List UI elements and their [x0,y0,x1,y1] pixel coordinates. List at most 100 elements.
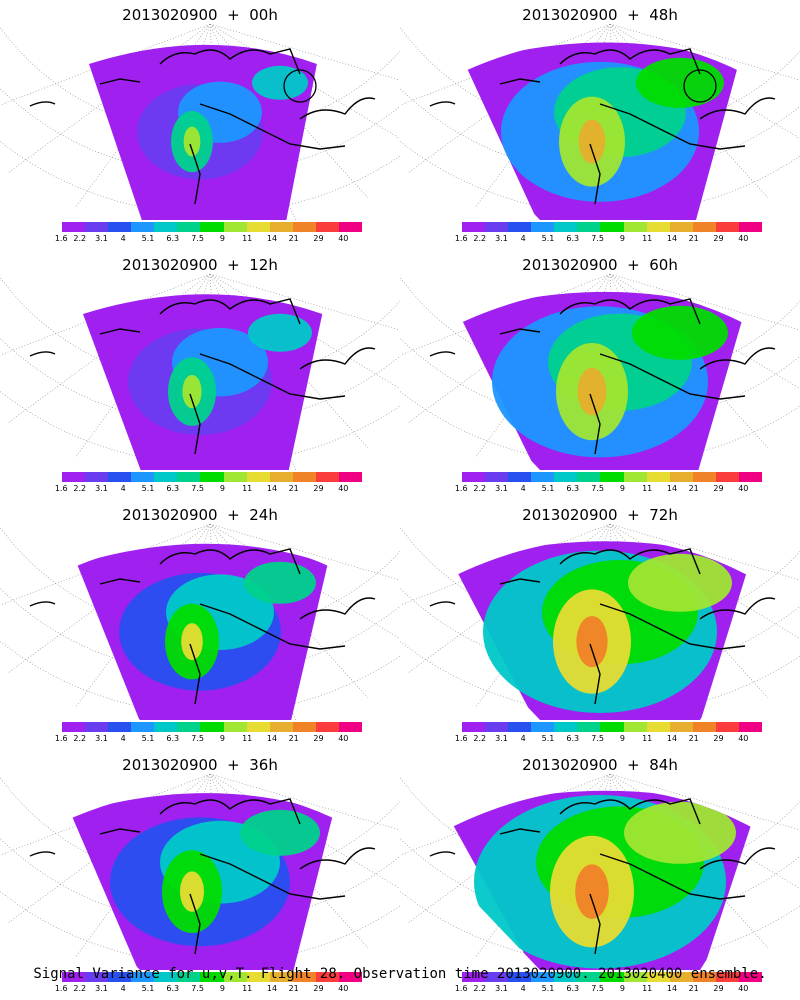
colorbar-label: 2.2 [73,484,87,493]
colorbar-label: 3.1 [95,734,108,743]
colorbar-swatch [85,222,109,232]
panel-title: 2013020900 + 60h [522,256,678,274]
colorbar-swatch [462,472,486,482]
colorbar-swatch [338,722,363,732]
colorbar-label: 7.5 [591,484,604,493]
colorbar [62,472,363,482]
colorbar-swatch [338,472,363,482]
colorbar-swatch [62,222,86,232]
colorbar-swatch [200,222,224,232]
colorbar-swatch [623,472,647,482]
colorbar-label: 3.1 [95,484,108,493]
colorbar-swatch [62,722,86,732]
colorbar-label: 1.6 [54,234,68,243]
colorbar-label: 11 [242,984,253,993]
colorbar-swatch [131,472,155,482]
colorbar-label: 4 [120,734,126,743]
colorbar-swatch [462,972,486,982]
figure-caption: Signal Variance for u,v,T. Flight 28. Ob… [33,966,767,982]
colorbar-label: 5.1 [141,734,155,743]
colorbar-swatch [85,972,109,982]
colorbar-label: 29 [713,484,724,493]
variance-field [89,44,317,220]
colorbar-swatch [531,972,555,982]
colorbar-label: 6.3 [566,734,580,743]
variance-field [447,790,755,970]
colorbar-swatch [62,472,86,482]
colorbar-label: 9 [619,484,625,493]
colorbar-label: 29 [713,734,724,743]
colorbar-label: 9 [219,484,225,493]
colorbar-swatch [315,222,339,232]
colorbar-labels: 1.6 2.2 3.1 4 5.1 6.3 7.5 9 11 14 21 29 40 [455,734,765,746]
colorbar-label: 7.5 [191,984,204,993]
colorbar-swatch [85,472,109,482]
colorbar-swatch [108,222,132,232]
colorbar-label: 14 [666,234,678,243]
colorbar-labels: 1.6 2.2 3.1 4 5.1 6.3 7.5 9 11 14 21 29 40 [55,734,365,746]
colorbar-swatch [600,222,624,232]
panel-title: 2013020900 + 84h [522,756,678,774]
colorbar-label: 6.3 [166,734,180,743]
colorbar-label: 11 [642,234,653,243]
colorbar-swatch [577,972,601,982]
colorbar-swatch [292,972,316,982]
colorbar [62,972,363,982]
colorbar-swatch [462,722,486,732]
polar-map [0,24,400,220]
colorbar-swatch [715,222,739,232]
colorbar-swatch [246,222,270,232]
colorbar-swatch [715,722,739,732]
colorbar-swatch [646,972,670,982]
colorbar-label: 21 [288,234,299,243]
colorbar-label: 40 [338,984,349,993]
colorbar-swatch [85,722,109,732]
colorbar-label: 21 [288,734,299,743]
colorbar [62,722,363,732]
colorbar-label: 1.6 [54,484,68,493]
colorbar-label: 7.5 [591,984,604,993]
colorbar-swatch [246,722,270,732]
colorbar-label: 40 [738,984,749,993]
colorbar-swatch [223,722,247,732]
colorbar-label: 7.5 [191,484,204,493]
colorbar-swatch [646,472,670,482]
colorbar-swatch [177,972,201,982]
colorbar-label: 11 [642,984,653,993]
colorbar-labels: 1.6 2.2 3.1 4 5.1 6.3 7.5 9 11 14 21 29 40 [55,984,365,996]
map-panel: 2013020900 + 60h 1.6 2.2 3.1 4 5.1 6.3 7.5 9 11 14… [400,250,800,498]
colorbar-label: 1.6 [454,234,468,243]
colorbar-swatch [338,222,363,232]
colorbar [462,222,763,232]
colorbar-swatch [669,972,693,982]
colorbar-swatch [315,972,339,982]
colorbar-label: 3.1 [495,734,508,743]
colorbar-label: 1.6 [54,984,68,993]
colorbar-label: 1.6 [454,484,468,493]
colorbar-swatch [623,722,647,732]
colorbar-label: 40 [338,234,349,243]
panel-title: 2013020900 + 48h [522,6,678,24]
colorbar-label: 9 [619,234,625,243]
variance-field [459,291,744,470]
colorbar-swatch [692,722,716,732]
colorbar-swatch [554,722,578,732]
colorbar-label: 4 [120,484,126,493]
panel-title: 2013020900 + 72h [522,506,678,524]
colorbar-label: 9 [219,984,225,993]
colorbar-label: 40 [738,734,749,743]
colorbar-label: 6.3 [566,984,580,993]
colorbar-label: 5.1 [541,234,555,243]
polar-map [0,274,400,470]
colorbar-swatch [177,722,201,732]
colorbar-label: 14 [266,484,278,493]
colorbar-swatch [154,222,178,232]
colorbar-label: 11 [642,734,653,743]
colorbar-label: 11 [642,484,653,493]
coastlines [29,298,376,455]
variance-field [83,294,323,470]
colorbar-label: 6.3 [166,234,180,243]
colorbar-swatch [62,972,86,982]
colorbar-label: 6.3 [566,234,580,243]
colorbar-swatch [154,722,178,732]
